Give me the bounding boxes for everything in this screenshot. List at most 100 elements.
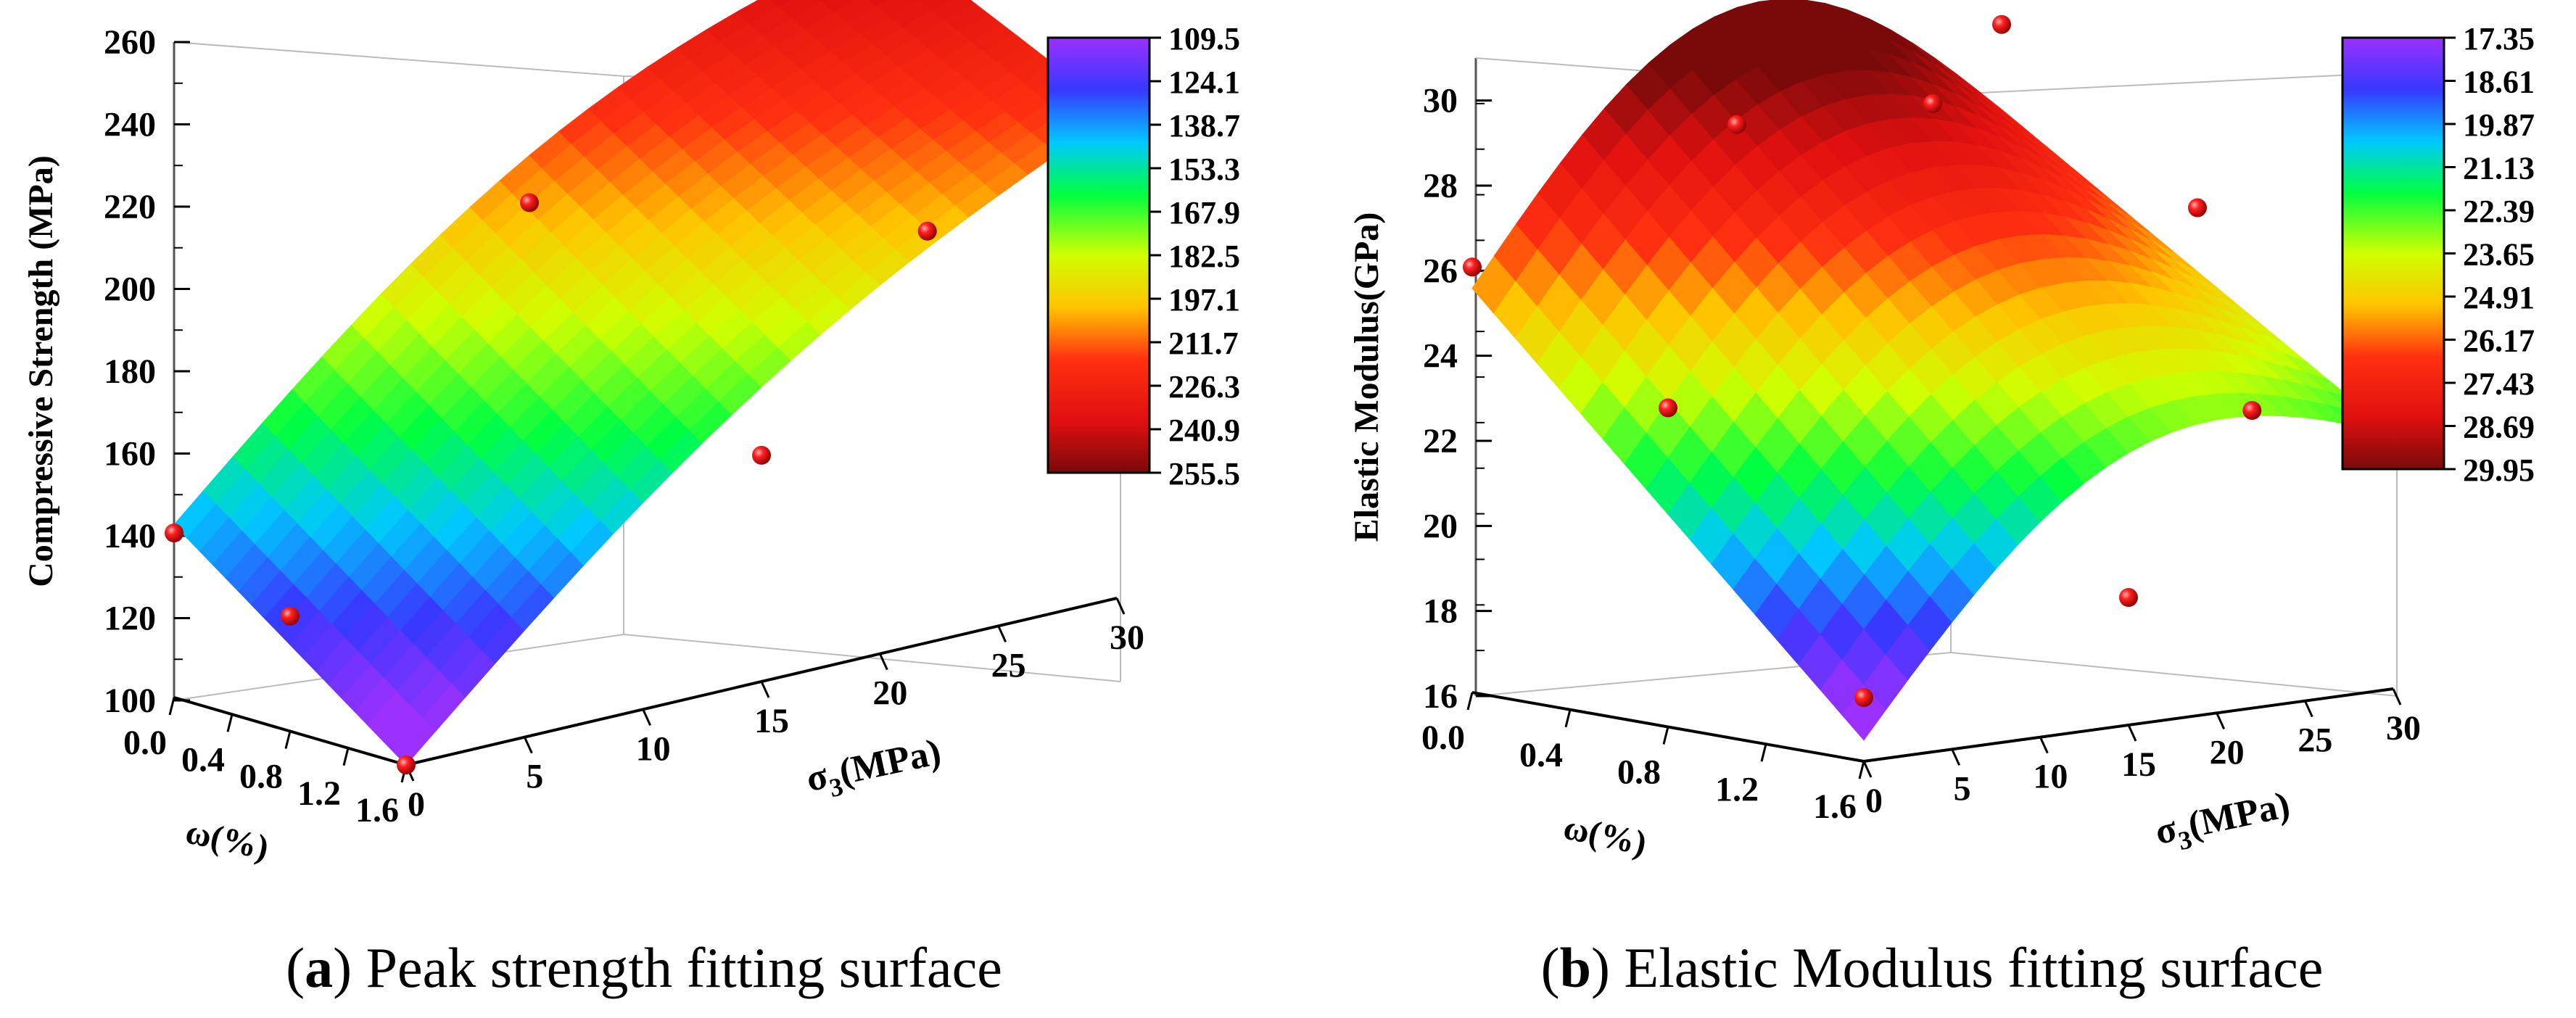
omega-tick-mark	[1564, 709, 1572, 728]
omega-tick-label: 0.0	[1421, 719, 1465, 757]
sigma-tick-label: 30	[2386, 709, 2421, 748]
z-tick-label: 28	[1423, 167, 1458, 205]
colorbar-tick-label: 167.9	[1168, 195, 1240, 231]
colorbar	[2341, 36, 2445, 471]
colorbar-tick-label: 19.87	[2463, 107, 2535, 143]
fitted-surface	[1471, 0, 2394, 741]
z-tick-label: 240	[104, 106, 156, 144]
sigma-axis-title-rest: (MPa)	[835, 731, 944, 793]
back-top-left-edge	[173, 41, 624, 77]
z-tick-label: 30	[1423, 82, 1458, 120]
z-tick-label: 16	[1423, 677, 1458, 716]
colorbar-tick-label: 211.7	[1168, 326, 1239, 361]
colorbar-tick-label: 255.5	[1168, 456, 1240, 492]
sigma-tick-label: 5	[526, 758, 543, 796]
caption-a-text: Peak strength fitting surface	[366, 936, 1002, 999]
fitted-surface	[173, 0, 1118, 766]
omega-tick-label: 1.2	[297, 774, 341, 813]
z-tick-label: 20	[1423, 507, 1458, 545]
colorbar-tick-label: 26.17	[2463, 323, 2535, 359]
sigma-tick-mark	[878, 653, 888, 671]
sigma-tick-mark	[2303, 700, 2313, 718]
colorbar-tick-label: 29.95	[2463, 452, 2535, 488]
sigma-tick-mark	[760, 681, 770, 698]
z-tick-label: 24	[1423, 337, 1458, 376]
back-bottom-right-edge	[1950, 652, 2398, 697]
caption-b-label: b	[1559, 936, 1591, 999]
caption-a: (a) Peak strength fitting surface	[286, 936, 1002, 999]
data-point	[165, 524, 183, 542]
omega-tick-mark	[1466, 692, 1474, 711]
surface-patch	[821, 0, 858, 13]
data-point	[281, 606, 300, 626]
omega-tick-mark	[226, 713, 234, 732]
colorbar-tick-label: 109.5	[1168, 21, 1240, 57]
omega-tick-mark	[1858, 761, 1865, 779]
sigma-tick-mark	[642, 708, 652, 726]
colorbar-tick-label: 18.61	[2463, 65, 2535, 100]
omega-tick-mark	[284, 731, 292, 749]
data-point	[2188, 198, 2207, 218]
z-tick-label: 120	[104, 600, 156, 638]
back-bottom-right-edge	[623, 634, 1121, 682]
data-point	[2119, 588, 2138, 607]
z-axis-title: Elastic Modulus(GPa)	[1347, 212, 1386, 542]
omega-tick-label: 0.8	[239, 758, 283, 796]
z-tick-label: 260	[104, 23, 156, 62]
data-point	[917, 221, 937, 241]
caption-a-label: a	[305, 936, 334, 999]
colorbar-tick-label: 24.91	[2463, 280, 2535, 315]
sigma-tick-label: 20	[2210, 733, 2245, 771]
z-tick-label: 100	[104, 682, 156, 720]
colorbar-tick-label: 21.13	[2463, 151, 2535, 186]
sigma-tick-label: 30	[1110, 618, 1144, 657]
omega-tick-label: 1.6	[355, 791, 399, 829]
data-point	[1727, 115, 1746, 134]
data-point	[752, 445, 771, 465]
colorbar-tick-label: 153.3	[1168, 152, 1240, 187]
colorbar-tick-label: 226.3	[1168, 369, 1240, 405]
sigma-tick-mark	[2392, 688, 2402, 705]
data-point	[1659, 398, 1677, 418]
data-point	[1923, 94, 1942, 113]
sigma-tick-label: 20	[872, 674, 907, 713]
omega-tick-mark	[1662, 727, 1669, 745]
z-tick-label: 160	[104, 435, 156, 473]
panel-b: 16 18 20 22 24 26 28 30 Elastic Modulus(GPa) 0.0 0…	[1347, 0, 2535, 863]
data-point	[1463, 257, 1482, 277]
omega-tick-label: 1.2	[1715, 770, 1759, 808]
sigma-tick-label: 10	[636, 729, 671, 768]
colorbar-tick-label: 22.39	[2463, 194, 2535, 229]
z-axis-title: Compressive Strength (MPa)	[22, 155, 60, 587]
omega-axis-title: ω(%)	[1560, 808, 1650, 863]
data-point	[1992, 15, 2011, 34]
data-point	[1854, 688, 1873, 707]
colorbar-tick-label: 182.5	[1168, 239, 1240, 274]
sigma-tick-label: 15	[2121, 745, 2156, 784]
sigma-tick-mark	[1115, 597, 1126, 615]
omega-tick-label: 1.6	[1813, 787, 1857, 826]
z-tick-label: 26	[1423, 252, 1458, 290]
colorbar-tick-label: 124.1	[1168, 65, 1240, 100]
colorbar-tick-label: 197.1	[1168, 282, 1240, 318]
sigma-tick-mark	[1862, 761, 1873, 778]
sigma-tick-mark	[2216, 712, 2226, 729]
surface-patch	[771, 0, 793, 7]
caption-b-text: Elastic Modulus fitting surface	[1624, 936, 2324, 999]
sigma-tick-mark	[523, 737, 533, 754]
omega-tick-mark	[1760, 743, 1767, 762]
sigma-tick-mark	[1951, 748, 1961, 766]
z-tick-label: 180	[104, 352, 156, 391]
z-tick-label: 22	[1423, 422, 1458, 460]
omega-tick-label: 0.8	[1617, 753, 1661, 792]
omega-tick-label: 0.0	[123, 724, 167, 762]
colorbar-tick-label: 17.35	[2463, 21, 2535, 57]
sigma-tick-label: 25	[2298, 721, 2332, 760]
data-point	[520, 193, 539, 212]
colorbar-tick-label: 28.69	[2463, 410, 2535, 445]
caption-b: (b) Elastic Modulus fitting surface	[1540, 936, 2324, 999]
colorbar-tick-label: 240.9	[1168, 413, 1240, 448]
sigma-tick-label: 0	[1865, 782, 1883, 820]
data-point	[2242, 401, 2262, 420]
